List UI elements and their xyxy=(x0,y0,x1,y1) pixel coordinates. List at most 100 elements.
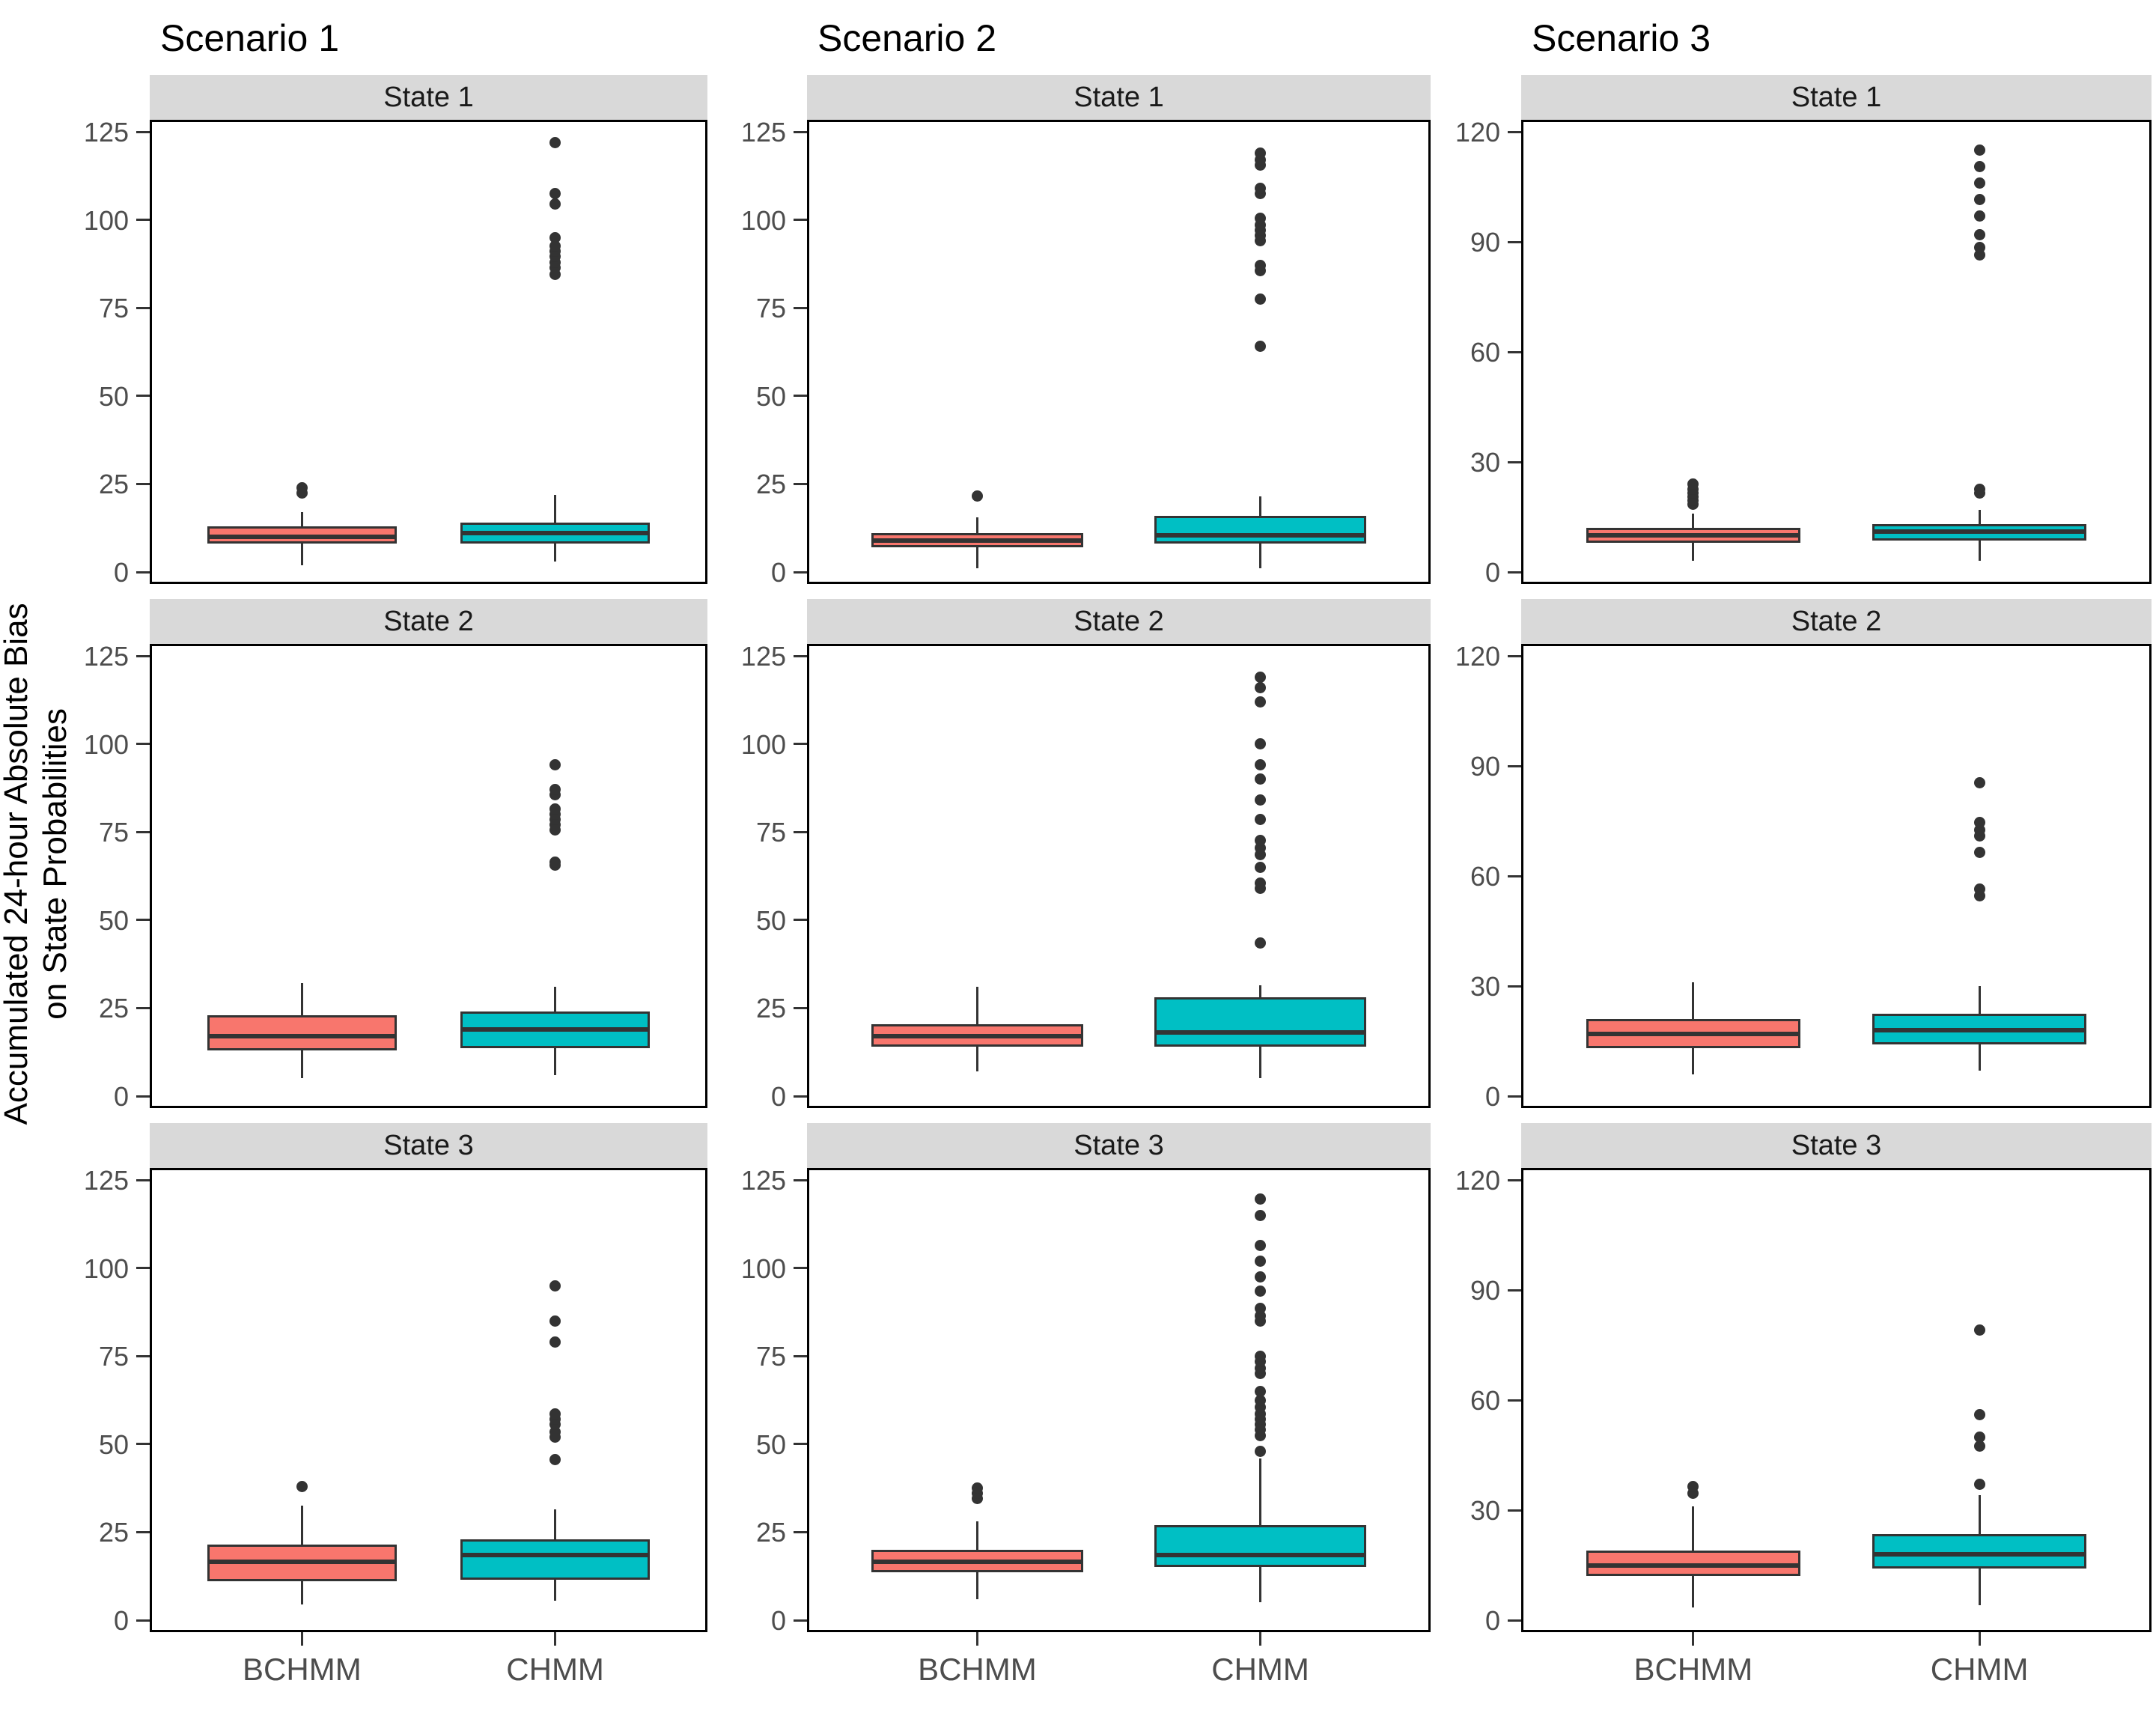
boxplot-outlier-dot xyxy=(1255,861,1267,873)
boxplot-whisker-upper xyxy=(554,1509,557,1539)
y-tick-mark xyxy=(794,1095,807,1098)
y-tick-mark xyxy=(1508,130,1521,133)
boxplot-outlier-dot xyxy=(1973,484,1985,496)
boxplot-whisker-lower xyxy=(554,1579,557,1601)
boxplot-median xyxy=(460,531,651,536)
boxplot-whisker-lower xyxy=(554,544,557,562)
boxplot-outlier-dot xyxy=(1255,1193,1267,1205)
boxplot-outlier-dot xyxy=(1973,161,1985,173)
boxplot-outlier-dot xyxy=(1255,835,1267,847)
y-tick-label: 90 xyxy=(1470,1275,1500,1306)
y-tick-mark xyxy=(1508,1178,1521,1181)
y-tick-mark xyxy=(136,1095,150,1098)
facet-strip: State 1 xyxy=(150,75,707,120)
boxplot-median xyxy=(207,1034,398,1039)
boxplot-outlier-dot xyxy=(1973,817,1985,829)
boxplot-whisker-lower xyxy=(975,547,978,569)
y-tick-label: 125 xyxy=(83,641,129,672)
x-tick-mark xyxy=(300,1632,303,1646)
y-tick-mark xyxy=(1508,571,1521,574)
y-tick-label: 125 xyxy=(83,1165,129,1196)
y-tick-mark xyxy=(794,830,807,833)
boxplot-outlier-dot xyxy=(549,1280,561,1292)
y-tick-mark xyxy=(136,654,150,657)
boxplot-outlier-dot xyxy=(549,759,561,771)
y-tick-mark xyxy=(136,1178,150,1181)
boxplot-outlier-dot xyxy=(1255,696,1267,708)
boxplot-outlier-dot xyxy=(1255,293,1267,305)
boxplot-outlier-dot xyxy=(549,1408,561,1420)
boxplot-whisker-lower xyxy=(975,1047,978,1072)
y-tick-label: 0 xyxy=(1484,557,1500,588)
boxplot-outlier-dot xyxy=(1255,1394,1267,1406)
y-tick-label: 125 xyxy=(740,117,786,147)
y-tick-mark xyxy=(794,306,807,309)
boxplot-whisker-upper xyxy=(1259,496,1262,516)
y-tick-mark xyxy=(1508,240,1521,243)
boxplot-outlier-dot xyxy=(1255,182,1267,194)
boxplot-whisker-upper xyxy=(554,987,557,1012)
y-tick-label: 25 xyxy=(98,469,129,500)
boxplot-outlier-dot xyxy=(549,856,561,868)
x-axis-label: BCHMM xyxy=(1633,1652,1753,1687)
boxplot-whisker-lower xyxy=(1978,541,1981,562)
column-title: Scenario 3 xyxy=(1532,17,1711,59)
y-tick-label: 0 xyxy=(770,1605,786,1636)
y-tick-mark xyxy=(136,1354,150,1357)
x-tick-mark xyxy=(1259,1632,1262,1646)
column-title: Scenario 2 xyxy=(817,17,997,59)
y-tick-label: 100 xyxy=(740,1253,786,1284)
boxplot-whisker-lower xyxy=(1259,544,1262,569)
boxplot-median xyxy=(1872,529,2087,535)
x-axis-label: CHMM xyxy=(1930,1652,2029,1687)
y-tick-label: 0 xyxy=(1484,1081,1500,1112)
y-tick-label: 75 xyxy=(755,293,786,324)
boxplot-outlier-dot xyxy=(1687,478,1699,490)
boxplot-outlier-dot xyxy=(1255,1285,1267,1297)
y-tick-mark xyxy=(1508,350,1521,353)
y-tick-label: 0 xyxy=(113,1081,129,1112)
y-tick-label: 125 xyxy=(83,117,129,147)
boxplot-whisker-lower xyxy=(300,1581,303,1604)
boxplot-median xyxy=(871,1034,1084,1039)
y-tick-mark xyxy=(1508,1509,1521,1512)
y-tick-label: 30 xyxy=(1470,1495,1500,1526)
boxplot-outlier-dot xyxy=(1973,241,1985,253)
y-tick-mark xyxy=(794,219,807,222)
boxplot-outlier-dot xyxy=(1255,1445,1267,1457)
facet-strip: State 3 xyxy=(1521,1123,2152,1168)
boxplot-box xyxy=(460,1539,651,1580)
y-tick-label: 75 xyxy=(98,1341,129,1372)
y-tick-label: 75 xyxy=(98,293,129,324)
y-tick-label: 120 xyxy=(1455,1165,1500,1196)
x-axis-label: BCHMM xyxy=(918,1652,1037,1687)
y-tick-label: 25 xyxy=(755,993,786,1024)
y-tick-label: 50 xyxy=(755,904,786,936)
y-tick-mark xyxy=(136,1006,150,1009)
y-tick-label: 50 xyxy=(98,1429,129,1460)
y-tick-mark xyxy=(136,395,150,398)
boxplot-whisker-lower xyxy=(554,1048,557,1075)
boxplot-whisker-upper xyxy=(300,512,303,526)
boxplot-outlier-dot xyxy=(1255,147,1267,159)
y-tick-label: 25 xyxy=(755,1517,786,1548)
y-tick-label: 100 xyxy=(740,204,786,236)
boxplot-outlier-dot xyxy=(1255,681,1267,693)
boxplot-outlier-dot xyxy=(971,1482,983,1494)
boxplot-outlier-dot xyxy=(1973,883,1985,895)
boxplot-whisker-upper xyxy=(1259,985,1262,998)
boxplot-outlier-dot xyxy=(1973,1409,1985,1421)
boxplot-outlier-dot xyxy=(1255,671,1267,683)
boxplot-whisker-lower xyxy=(1259,1567,1262,1603)
y-tick-mark xyxy=(1508,460,1521,463)
y-tick-label: 90 xyxy=(1470,227,1500,258)
boxplot-median xyxy=(1586,1563,1800,1568)
y-tick-mark xyxy=(136,306,150,309)
boxplot-whisker-upper xyxy=(1978,509,1981,525)
y-tick-mark xyxy=(794,1619,807,1622)
boxplot-box xyxy=(1154,1524,1367,1568)
y-tick-mark xyxy=(136,1619,150,1622)
y-tick-mark xyxy=(136,482,150,485)
boxplot-box xyxy=(1154,997,1367,1047)
y-tick-mark xyxy=(136,219,150,222)
